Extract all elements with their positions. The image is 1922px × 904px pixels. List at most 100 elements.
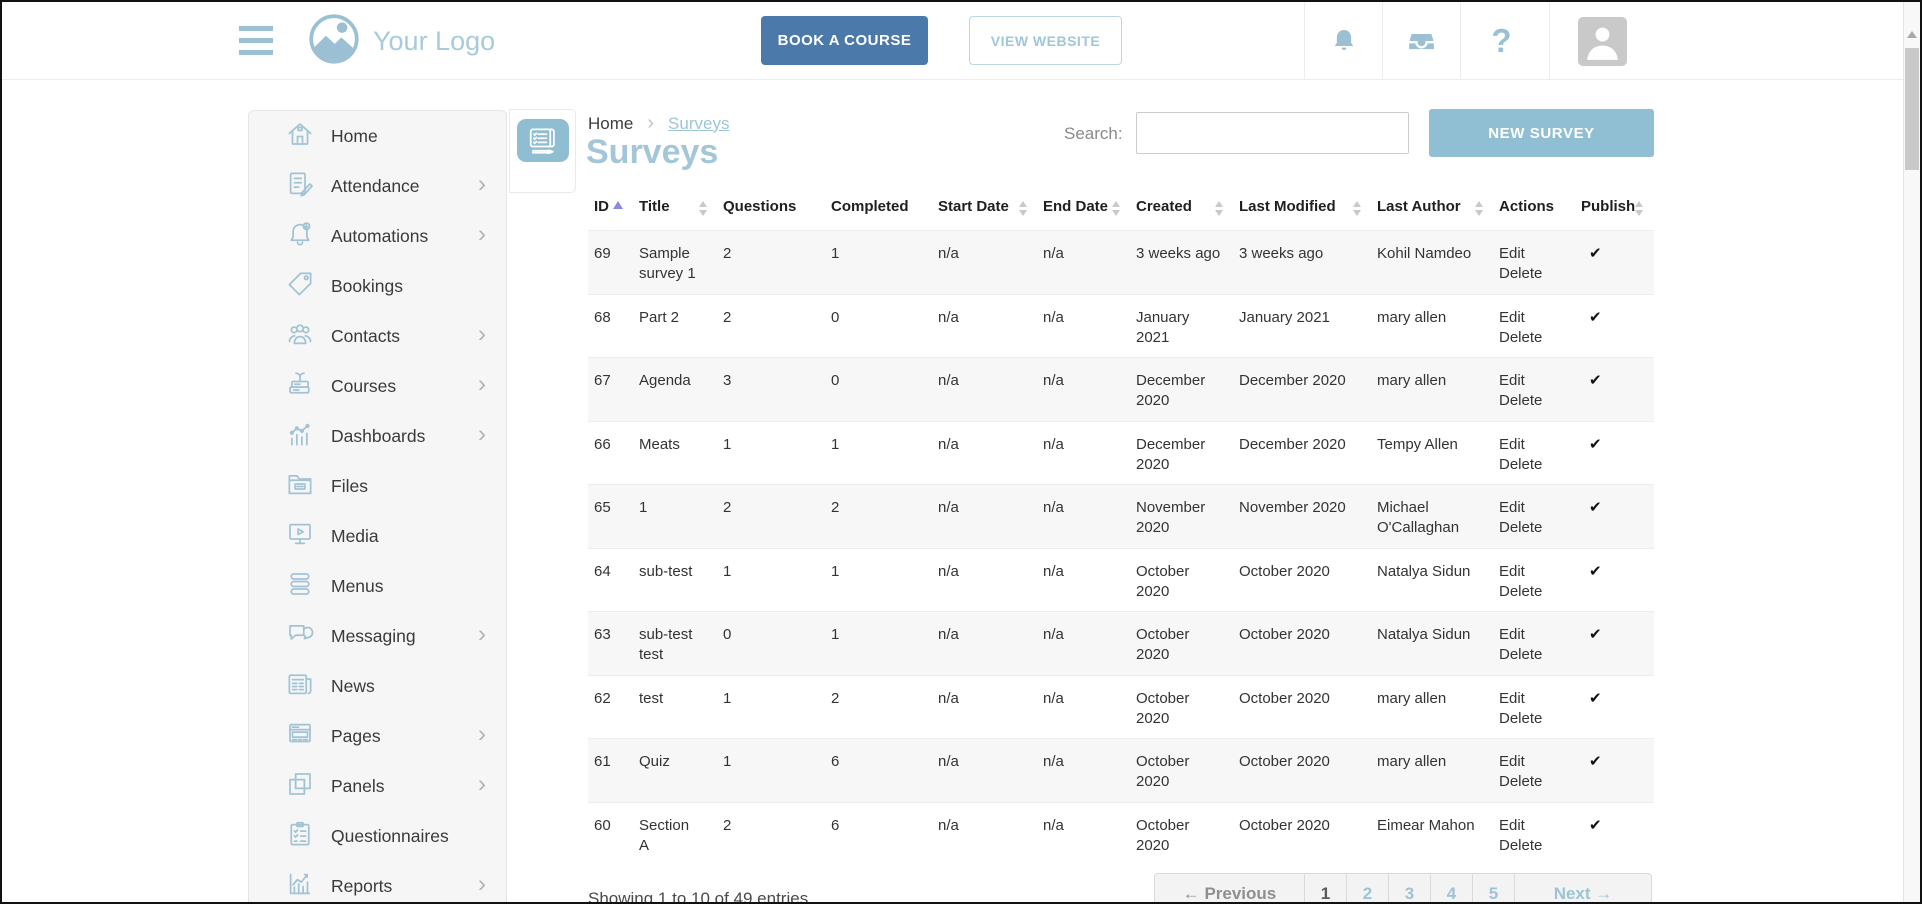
delete-link[interactable]: Delete — [1499, 582, 1543, 600]
column-header-label: Start Date — [938, 198, 1009, 215]
column-header-publish[interactable]: Publish — [1581, 198, 1654, 230]
sidebar-item-bookings[interactable]: Bookings — [249, 261, 506, 311]
publish-check-icon: ✔ — [1589, 435, 1602, 453]
pagination-page-4[interactable]: 4 — [1431, 874, 1473, 902]
edit-link[interactable]: Edit — [1499, 626, 1525, 643]
cell-actions: Edit Delete — [1499, 612, 1581, 675]
search-label: Search: — [1064, 124, 1123, 143]
cell-start-date: n/a — [938, 689, 959, 707]
edit-link[interactable]: Edit — [1499, 245, 1525, 262]
sort-icon — [1475, 201, 1483, 216]
sort-icon — [699, 201, 707, 216]
new-survey-button[interactable]: NEW SURVEY — [1429, 109, 1654, 157]
sidebar-item-automations[interactable]: Automations › — [249, 211, 506, 261]
delete-link[interactable]: Delete — [1499, 836, 1543, 854]
cell-completed: 2 — [831, 499, 840, 516]
cell-completed: 1 — [831, 245, 840, 262]
sort-icon — [1112, 201, 1120, 216]
pagination-page-5[interactable]: 5 — [1473, 874, 1515, 902]
sidebar-item-label: Courses — [331, 375, 397, 396]
inbox-icon[interactable] — [1382, 2, 1460, 80]
delete-link[interactable]: Delete — [1499, 455, 1543, 473]
pagination-page-3[interactable]: 3 — [1389, 874, 1431, 902]
cell-end-date: n/a — [1043, 308, 1064, 326]
view-website-button[interactable]: VIEW WEBSITE — [969, 16, 1122, 65]
showing-entries-text: Showing 1 to 10 of 49 entries — [588, 889, 809, 904]
column-header-completed: Completed — [831, 198, 938, 230]
sidebar-item-menus[interactable]: Menus — [249, 561, 506, 611]
automations-icon — [285, 219, 331, 254]
edit-link[interactable]: Edit — [1499, 689, 1525, 707]
topbar-divider — [1549, 2, 1550, 80]
edit-link[interactable]: Edit — [1499, 308, 1525, 326]
sidebar-item-news[interactable]: News — [249, 661, 506, 711]
sidebar-item-pages[interactable]: Pages › — [249, 711, 506, 761]
edit-link[interactable]: Edit — [1499, 816, 1525, 834]
delete-link[interactable]: Delete — [1499, 519, 1543, 536]
chevron-right-icon: › — [478, 720, 486, 748]
column-header-end-date[interactable]: End Date — [1043, 198, 1136, 230]
sidebar-item-attendance[interactable]: Attendance › — [249, 161, 506, 211]
menu-icon[interactable] — [239, 26, 273, 56]
edit-link[interactable]: Edit — [1499, 372, 1525, 389]
cell-completed: 0 — [831, 372, 840, 389]
pagination-previous[interactable]: ← Previous — [1155, 874, 1305, 902]
delete-link[interactable]: Delete — [1499, 773, 1543, 790]
edit-link[interactable]: Edit — [1499, 562, 1525, 580]
survey-quick-button[interactable] — [517, 119, 569, 162]
edit-link[interactable]: Edit — [1499, 499, 1525, 516]
edit-link[interactable]: Edit — [1499, 753, 1525, 770]
avatar[interactable] — [1578, 17, 1627, 66]
cell-last-modified: October 2020 — [1239, 816, 1330, 834]
sidebar-item-home[interactable]: Home — [249, 111, 506, 161]
delete-link[interactable]: Delete — [1499, 392, 1543, 409]
cell-id: 63 — [594, 626, 611, 643]
column-header-created[interactable]: Created — [1136, 198, 1239, 230]
breadcrumb-surveys[interactable]: Surveys — [668, 113, 730, 133]
scrollbar-thumb[interactable] — [1905, 48, 1919, 170]
cell-questions: 2 — [723, 499, 732, 516]
delete-link[interactable]: Delete — [1499, 328, 1543, 346]
pagination-page-1[interactable]: 1 — [1305, 874, 1347, 902]
delete-link[interactable]: Delete — [1499, 265, 1543, 282]
logo-image-icon — [308, 13, 360, 70]
publish-check-icon: ✔ — [1589, 816, 1602, 834]
sidebar-item-reports[interactable]: Reports › — [249, 861, 506, 902]
column-header-start-date[interactable]: Start Date — [938, 198, 1043, 230]
home-icon — [285, 119, 331, 154]
scrollbar-up-icon[interactable] — [1907, 31, 1917, 38]
delete-link[interactable]: Delete — [1499, 709, 1543, 727]
cell-actions: Edit Delete — [1499, 739, 1581, 802]
breadcrumb-home[interactable]: Home — [588, 113, 634, 133]
cell-actions: Edit Delete — [1499, 231, 1581, 294]
sidebar-item-dashboards[interactable]: Dashboards › — [249, 411, 506, 461]
book-a-course-button[interactable]: BOOK A COURSE — [761, 16, 928, 65]
pagination-page-2[interactable]: 2 — [1347, 874, 1389, 902]
cell-title: Sample survey 1 — [639, 245, 696, 282]
sidebar-item-questionnaires[interactable]: Questionnaires — [249, 811, 506, 861]
cell-start-date: n/a — [938, 816, 959, 834]
pagination: ← Previous 1 2 3 4 5 Next → — [1154, 873, 1652, 903]
sidebar-item-contacts[interactable]: Contacts › — [249, 311, 506, 361]
column-header-id[interactable]: ID — [588, 198, 639, 230]
cell-start-date: n/a — [938, 562, 959, 580]
edit-link[interactable]: Edit — [1499, 435, 1525, 453]
pages-icon — [285, 719, 331, 754]
sidebar-item-media[interactable]: Media — [249, 511, 506, 561]
column-header-questions: Questions — [723, 198, 831, 230]
cell-created: October 2020 — [1136, 753, 1190, 790]
column-header-title[interactable]: Title — [639, 198, 723, 230]
sidebar-item-files[interactable]: Files — [249, 461, 506, 511]
sidebar-item-panels[interactable]: Panels › — [249, 761, 506, 811]
search-input[interactable] — [1136, 112, 1409, 154]
column-header-last-modified[interactable]: Last Modified — [1239, 198, 1377, 230]
page-scrollbar[interactable] — [1903, 2, 1920, 902]
bell-icon[interactable] — [1304, 2, 1382, 80]
delete-link[interactable]: Delete — [1499, 646, 1543, 663]
sidebar-item-messaging[interactable]: Messaging › — [249, 611, 506, 661]
pagination-next[interactable]: Next → — [1553, 884, 1613, 903]
help-icon[interactable]: ? — [1460, 2, 1542, 80]
column-header-last-author[interactable]: Last Author — [1377, 198, 1499, 230]
sidebar-item-courses[interactable]: Courses › — [249, 361, 506, 411]
